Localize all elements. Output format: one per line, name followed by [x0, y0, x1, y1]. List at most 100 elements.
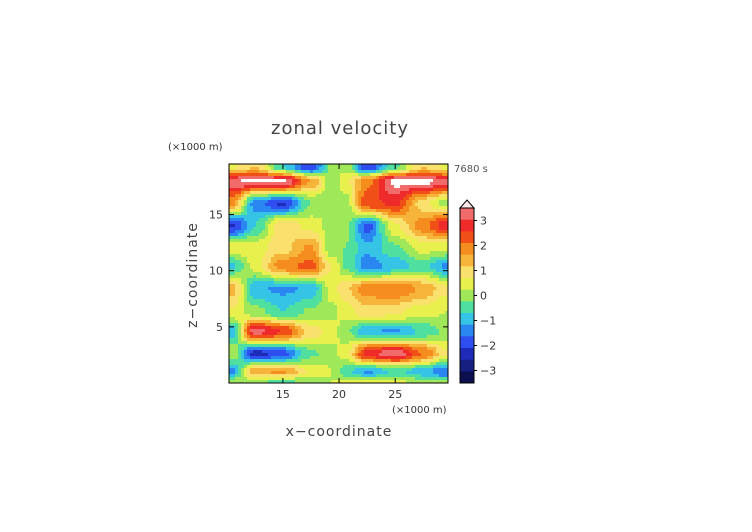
- heatmap-cell: [370, 290, 374, 294]
- heatmap-cell: [349, 239, 353, 243]
- heatmap-cell: [424, 266, 428, 270]
- heatmap-cell: [298, 248, 302, 252]
- heatmap-cell: [361, 236, 365, 240]
- heatmap-cell: [397, 260, 401, 264]
- heatmap-cell: [421, 317, 425, 321]
- heatmap-cell: [406, 257, 410, 261]
- heatmap-cell: [247, 323, 251, 327]
- heatmap-cell: [352, 209, 356, 213]
- heatmap-cell: [433, 302, 437, 306]
- heatmap-cell: [349, 356, 353, 360]
- heatmap-cell: [277, 188, 281, 192]
- heatmap-cell: [361, 281, 365, 285]
- heatmap-cell: [238, 269, 242, 273]
- heatmap-cell: [295, 281, 299, 285]
- heatmap-cell: [232, 197, 236, 201]
- heatmap-cell: [367, 365, 371, 369]
- heatmap-cell: [412, 353, 416, 357]
- heatmap-cell: [319, 275, 323, 279]
- heatmap-cell: [316, 278, 320, 282]
- heatmap-cell: [346, 350, 350, 354]
- heatmap-cell: [352, 254, 356, 258]
- heatmap-cell: [322, 338, 326, 342]
- heatmap-cell: [355, 167, 359, 171]
- heatmap-cell: [304, 296, 308, 300]
- heatmap-cell: [316, 365, 320, 369]
- heatmap-cell: [355, 293, 359, 297]
- heatmap-cell: [286, 287, 290, 291]
- heatmap-cell: [388, 338, 392, 342]
- heatmap-cell: [439, 173, 443, 177]
- heatmap-cell: [403, 203, 407, 207]
- heatmap-cell: [403, 206, 407, 210]
- heatmap-cell: [385, 257, 389, 261]
- heatmap-cell: [424, 299, 428, 303]
- heatmap-cell: [256, 167, 260, 171]
- heatmap-cell: [244, 296, 248, 300]
- heatmap-cell: [307, 326, 311, 330]
- heatmap-cell: [334, 224, 338, 228]
- heatmap-cell: [445, 329, 448, 333]
- heatmap-cell: [289, 296, 293, 300]
- heatmap-cell: [367, 299, 371, 303]
- heatmap-cell: [406, 287, 410, 291]
- heatmap-cell: [391, 275, 395, 279]
- heatmap-cell: [304, 245, 308, 249]
- heatmap-cell: [388, 329, 392, 333]
- heatmap-cell: [427, 275, 431, 279]
- heatmap-cell: [424, 269, 428, 273]
- heatmap-cell: [247, 320, 251, 324]
- heatmap-cell: [415, 176, 419, 180]
- heatmap-cell: [391, 278, 395, 282]
- heatmap-cell: [334, 269, 338, 273]
- heatmap-cell: [295, 341, 299, 345]
- heatmap-cell: [328, 338, 332, 342]
- heatmap-cell: [394, 290, 398, 294]
- heatmap-cell: [298, 170, 302, 174]
- heatmap-cell: [385, 305, 389, 309]
- heatmap-cell: [274, 323, 278, 327]
- heatmap-cell: [409, 242, 413, 246]
- heatmap-cell: [322, 242, 326, 246]
- heatmap-cell: [331, 257, 335, 261]
- heatmap-cell: [247, 254, 251, 258]
- heatmap-cell: [319, 284, 323, 288]
- heatmap-cell: [313, 263, 317, 267]
- heatmap-cell: [247, 263, 251, 267]
- heatmap-cell: [337, 242, 341, 246]
- heatmap-cell: [301, 290, 305, 294]
- heatmap-cell: [337, 191, 341, 195]
- heatmap-cell: [244, 185, 248, 189]
- heatmap-cell: [328, 239, 332, 243]
- heatmap-cell: [316, 332, 320, 336]
- heatmap-cell: [421, 347, 425, 351]
- heatmap-cell: [370, 332, 374, 336]
- heatmap-cell: [385, 347, 389, 351]
- heatmap-cell: [385, 326, 389, 330]
- heatmap-cell: [265, 338, 269, 342]
- heatmap-cell: [388, 164, 392, 168]
- heatmap-cell: [265, 179, 269, 183]
- heatmap-cell: [436, 332, 440, 336]
- heatmap-cell: [370, 341, 374, 345]
- heatmap-cell: [313, 221, 317, 225]
- heatmap-cell: [367, 266, 371, 270]
- heatmap-cell: [355, 260, 359, 264]
- heatmap-cell: [421, 335, 425, 339]
- heatmap-cell: [409, 251, 413, 255]
- heatmap-cell: [253, 272, 257, 276]
- heatmap-cell: [232, 323, 236, 327]
- heatmap-cell: [421, 293, 425, 297]
- heatmap-cell: [397, 215, 401, 219]
- heatmap-cell: [445, 260, 448, 264]
- heatmap-cell: [241, 362, 245, 366]
- heatmap-cell: [283, 347, 287, 351]
- heatmap-cell: [334, 206, 338, 210]
- heatmap-cell: [313, 275, 317, 279]
- heatmap-cell: [388, 308, 392, 312]
- heatmap-cell: [268, 215, 272, 219]
- heatmap-cell: [373, 239, 377, 243]
- heatmap-cell: [400, 287, 404, 291]
- heatmap-cell: [304, 275, 308, 279]
- heatmap-cell: [232, 173, 236, 177]
